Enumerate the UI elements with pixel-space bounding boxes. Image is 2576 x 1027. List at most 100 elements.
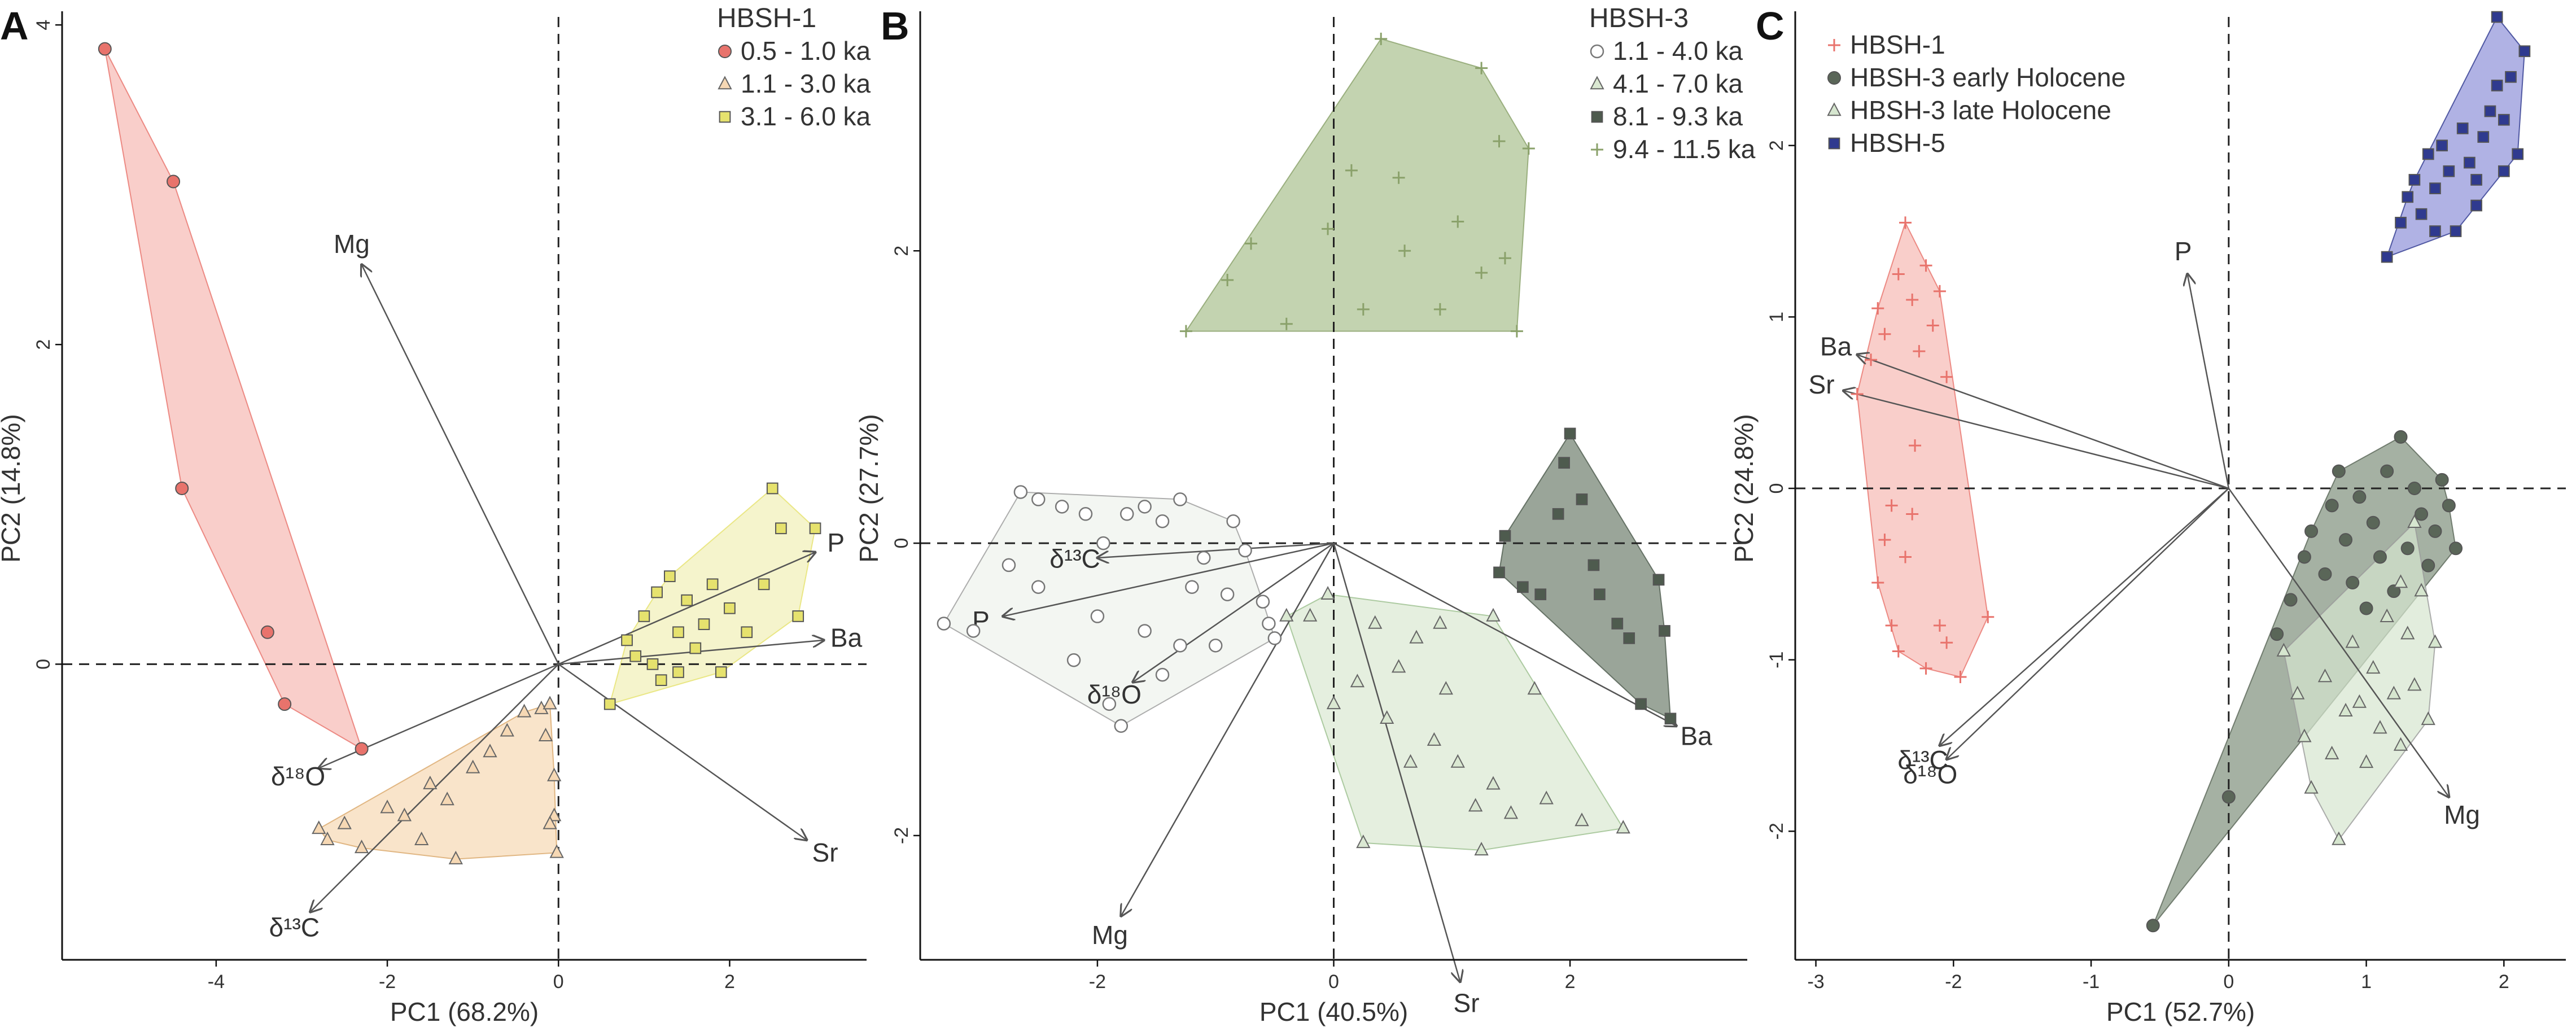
panel-c-point [2400, 626, 2415, 640]
panel-a-point [440, 792, 454, 806]
panel-b-loading-arrow-4 [1333, 543, 1460, 982]
panel-c-point [2407, 482, 2421, 495]
panel-c-point [2297, 550, 2311, 564]
panel-a-point [766, 482, 779, 495]
panel-c-point [2332, 831, 2346, 845]
panel-b-point [1375, 32, 1388, 45]
panel-c-loading-arrow-3 [1940, 488, 2229, 745]
panel-b-x-tick-label: 2 [1565, 971, 1576, 993]
panel-a-point [320, 831, 335, 845]
panel-b-point [1055, 500, 1069, 514]
panel-b-point [1438, 681, 1453, 695]
panel-b-point [1120, 507, 1134, 521]
panel-c-point [2428, 634, 2443, 648]
panel-c-point [2436, 139, 2448, 152]
panel-c-point [2484, 105, 2496, 117]
panel-c-point [2402, 191, 2414, 203]
panel-c-point [2498, 165, 2510, 177]
panel-b-point [1451, 215, 1464, 228]
panel-a-point [741, 626, 753, 639]
panel-a-point [538, 727, 553, 741]
panel-c-point [1909, 439, 1922, 452]
panel-c-point [2332, 464, 2346, 478]
panel-c-legend-label: HBSH-3 late Holocene [1850, 95, 2111, 125]
panel-c-x-tick-label: -1 [2083, 971, 2100, 993]
panel-c-point [2270, 627, 2284, 641]
panel-a-hull-0 [104, 49, 363, 750]
panel-c-point [1913, 345, 1926, 358]
panel-c-point [2407, 514, 2422, 528]
panel-c-point [1982, 610, 1995, 623]
panel-b-point [1433, 303, 1446, 316]
panel-c-loading-label: Sr [1809, 370, 1835, 399]
panel-c-point [2221, 790, 2236, 804]
panel-c-point [2284, 593, 2298, 607]
panel-b-point [1173, 639, 1187, 653]
panel-c-point [1926, 319, 1939, 332]
panel-c-point [2324, 745, 2339, 759]
panel-b-point [1001, 558, 1016, 573]
panel-b-point [1238, 543, 1252, 558]
panel-c-point [2505, 71, 2517, 83]
panel-b-point [1474, 842, 1489, 856]
panel-c-point [2443, 165, 2455, 177]
panel-b-point [1635, 698, 1647, 710]
panel-a-loading-arrow-1 [558, 552, 815, 665]
panel-b-point [1510, 325, 1523, 338]
panel-c-point [1919, 259, 1932, 272]
panel-c-y-tick-label: -2 [1766, 823, 1787, 840]
panel-b-loading-arrow-2 [1133, 543, 1335, 682]
panel-b-point [1267, 631, 1282, 645]
panel-c-point [2498, 113, 2510, 126]
panel-c-point [2297, 728, 2312, 742]
panel-b-loading-arrow-3 [1121, 543, 1335, 916]
panel-b-letter: B [881, 4, 909, 48]
panel-c-loading-label: P [2175, 237, 2192, 266]
panel-b-point [1493, 135, 1506, 148]
panel-b-point [1356, 834, 1371, 849]
panel-c-y-tick-label: 1 [1766, 312, 1787, 322]
panel-c-loading-arrow-5 [2228, 488, 2449, 797]
panel-c-loading-label: δ¹⁸O [1903, 759, 1957, 789]
panel-a-point [98, 42, 112, 56]
panel-c-point [1892, 645, 1905, 658]
panel-a-point [547, 807, 562, 821]
panel-c-point [1940, 370, 1953, 383]
panel-c-point [2352, 490, 2367, 504]
panel-a-point [621, 634, 633, 646]
panel-b-loading-label: δ¹³C [1049, 544, 1100, 573]
panel-a-point [448, 850, 463, 864]
panel-b-point [1403, 754, 1418, 768]
panel-b-point [1155, 514, 1170, 528]
panel-b-point [1652, 574, 1665, 586]
panel-c-point [2359, 601, 2373, 615]
panel-b-point [1575, 812, 1589, 827]
panel-c-point [2456, 123, 2469, 134]
panel-c-point [2317, 668, 2333, 683]
panel-b-point [1031, 580, 1046, 595]
panel-c-point [2464, 156, 2476, 169]
panel-a-point [500, 723, 514, 737]
panel-a-point [681, 594, 693, 606]
panel-c-point [2407, 677, 2422, 691]
panel-a-point [655, 674, 667, 687]
panel-c-point [2325, 499, 2339, 513]
panel-c-point [1906, 294, 1919, 306]
panel-a-point [672, 626, 684, 639]
panel-b-point [1114, 719, 1129, 733]
panel-b-loading-arrow-5 [1333, 542, 1677, 726]
panel-b-point [1534, 588, 1547, 601]
panel-b-point [1450, 754, 1465, 768]
panel-b-legend-label: 9.4 - 11.5 ka [1613, 134, 1756, 164]
panel-c-loading-arrow-2 [1843, 391, 2229, 490]
panel-b-point [1433, 615, 1447, 629]
panel-c-loading-label: δ¹³C [1897, 745, 1948, 775]
panel-c-point [2400, 541, 2415, 556]
panel-b-point [1221, 274, 1234, 287]
panel-c-point [2429, 225, 2441, 237]
panel-a-point [517, 703, 532, 718]
panel-c-point [2345, 634, 2360, 648]
panel-a-y-tick-label: 2 [33, 339, 54, 350]
panel-c-point [1892, 268, 1905, 281]
panel-b-point [1594, 588, 1606, 601]
